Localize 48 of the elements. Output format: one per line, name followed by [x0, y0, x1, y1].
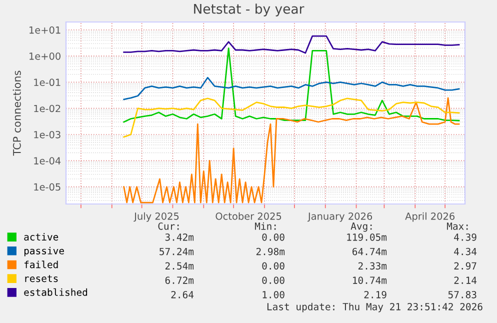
text: 3.42m: [165, 233, 194, 241]
text: 57.83: [448, 290, 476, 298]
line-series: [123, 97, 460, 204]
text: 4.39: [454, 233, 476, 241]
text: 0.00: [262, 233, 284, 241]
y-axis-title: TCP connections: [12, 70, 21, 156]
text: Last update: Thu May 21 23:51:42 2026: [267, 302, 482, 312]
y-tick-label: 1e-01: [34, 78, 60, 86]
text: 10.74m: [353, 276, 387, 284]
text: 0.00: [262, 262, 284, 270]
text: Max:: [446, 222, 468, 230]
text: 0.00: [262, 276, 284, 284]
text: 2.54m: [165, 262, 194, 270]
chart-title: Netstat - by year: [194, 4, 304, 16]
text: Cur:: [158, 222, 179, 230]
text: 2.14: [454, 276, 477, 284]
text: 64.74m: [352, 248, 387, 256]
text: 57.24m: [160, 248, 194, 256]
line-series: [123, 47, 460, 123]
y-tick-label: 1e+01: [30, 26, 60, 34]
x-tick-label: July 2025: [134, 212, 179, 222]
text: 2.19: [364, 290, 386, 298]
y-tick-label: 1e-05: [34, 183, 60, 191]
x-tick-label: January 2026: [307, 212, 372, 222]
legend-label: passive: [24, 246, 64, 256]
y-tick-label: 1e-04: [34, 157, 61, 164]
legend-label: failed: [24, 260, 58, 268]
line-series: [123, 98, 460, 138]
text: Avg:: [350, 222, 372, 232]
x-tick-label: October 2025: [216, 212, 282, 220]
text: 119.05m: [347, 233, 387, 241]
x-tick-label: April 2026: [405, 212, 455, 222]
text: 2.97: [454, 262, 476, 270]
legend-label: active: [24, 233, 58, 241]
legend-label: established: [24, 288, 88, 296]
line-series: [123, 35, 460, 54]
text: 2.64: [171, 290, 194, 298]
text: 2.98m: [256, 248, 285, 256]
legend-label: resets: [25, 275, 58, 282]
text: 1.00: [262, 290, 284, 298]
text: 4.34: [454, 248, 477, 256]
y-tick-label: 1e+00: [30, 52, 60, 60]
text: 6.72m: [165, 276, 194, 284]
y-tick-label: 1e-02: [34, 104, 60, 112]
line-series: [123, 76, 460, 100]
y-tick-label: 1e-03: [34, 130, 60, 138]
text: 2.33m: [358, 262, 387, 270]
text: Min:: [254, 222, 276, 230]
